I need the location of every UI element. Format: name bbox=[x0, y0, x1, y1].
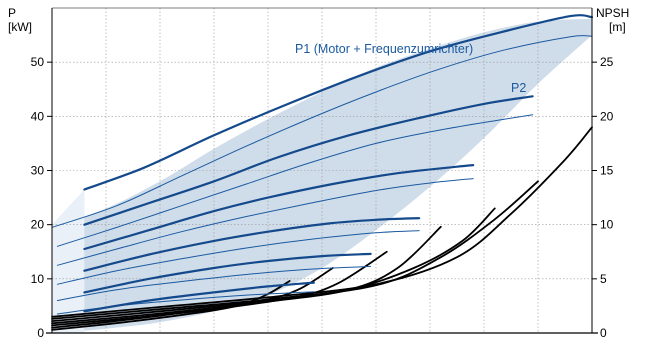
left-axis-title-symbol: P bbox=[8, 6, 16, 20]
p2-curve bbox=[56, 230, 420, 285]
right-tick-label: 0 bbox=[600, 326, 607, 340]
npsh-curve bbox=[51, 180, 539, 320]
p1-curve bbox=[83, 95, 534, 226]
operating-region-fill bbox=[52, 18, 592, 334]
p2-annotation: P2 bbox=[511, 81, 526, 95]
p1-curve bbox=[83, 281, 315, 313]
left-tick-label: 40 bbox=[31, 109, 45, 123]
p1-curve bbox=[83, 217, 421, 272]
right-tick-label: 20 bbox=[600, 109, 614, 123]
p1-annotation: P1 (Motor + Frequenzumrichter) bbox=[295, 42, 473, 56]
p1-curve bbox=[83, 252, 372, 294]
p2-curve bbox=[51, 35, 593, 228]
p2-curves bbox=[51, 35, 593, 315]
p1-curves bbox=[83, 14, 594, 313]
right-tick-label: 10 bbox=[600, 218, 614, 232]
left-tick-label: 10 bbox=[31, 272, 45, 286]
left-tick-label: 30 bbox=[31, 164, 45, 178]
left-tick-label: 20 bbox=[31, 218, 45, 232]
left-tick-label: 50 bbox=[31, 55, 45, 69]
right-tick-label: 25 bbox=[600, 55, 614, 69]
right-tick-label: 15 bbox=[600, 164, 614, 178]
p1-curve bbox=[83, 14, 594, 191]
p2-curve bbox=[56, 178, 474, 266]
p2-curve bbox=[56, 265, 372, 301]
left-tick-label: 0 bbox=[37, 326, 44, 340]
tick-labels: 0 10 20 30 40 50 0 5 10 15 20 25 bbox=[31, 55, 614, 340]
right-tick-label: 5 bbox=[600, 272, 607, 286]
operating-region-left-band bbox=[52, 189, 85, 333]
npsh-curve bbox=[51, 126, 593, 318]
p2-curve bbox=[56, 114, 534, 247]
right-axis-title-unit: [m] bbox=[609, 20, 626, 34]
left-axis-title-unit: [kW] bbox=[8, 20, 32, 34]
p1-curve bbox=[83, 164, 475, 251]
right-axis-title-symbol: NPSH bbox=[596, 6, 629, 20]
